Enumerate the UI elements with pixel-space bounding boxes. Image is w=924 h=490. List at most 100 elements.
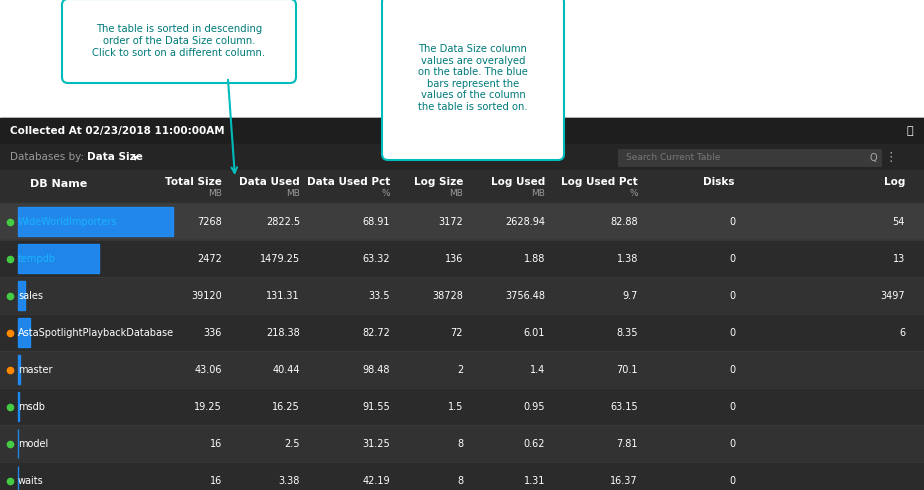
Text: 0: 0 xyxy=(729,291,735,300)
Text: 19.25: 19.25 xyxy=(194,401,222,412)
Text: 136: 136 xyxy=(444,253,463,264)
Text: model: model xyxy=(18,439,48,448)
Text: MB: MB xyxy=(449,189,463,198)
Bar xyxy=(0,314,924,351)
Text: 2.5: 2.5 xyxy=(285,439,300,448)
Text: Log Used Pct: Log Used Pct xyxy=(561,177,638,187)
Text: 82.88: 82.88 xyxy=(611,217,638,226)
Text: msdb: msdb xyxy=(18,401,45,412)
Text: 31.25: 31.25 xyxy=(362,439,390,448)
Text: Databases by:: Databases by: xyxy=(10,152,88,162)
Bar xyxy=(0,144,924,170)
Text: 6.01: 6.01 xyxy=(524,327,545,338)
Text: WideWorldImporters: WideWorldImporters xyxy=(18,217,117,226)
Bar xyxy=(18,244,99,273)
Text: 0: 0 xyxy=(729,217,735,226)
Text: ⤢: ⤢ xyxy=(906,126,913,136)
Text: 0: 0 xyxy=(729,253,735,264)
Bar xyxy=(0,277,924,314)
Text: 70.1: 70.1 xyxy=(616,365,638,374)
Text: 2822.5: 2822.5 xyxy=(266,217,300,226)
Bar xyxy=(0,203,924,240)
Text: 1479.25: 1479.25 xyxy=(260,253,300,264)
Text: 0: 0 xyxy=(729,439,735,448)
Text: Log Size: Log Size xyxy=(414,177,463,187)
Text: 3497: 3497 xyxy=(881,291,905,300)
Text: 8: 8 xyxy=(456,475,463,486)
Text: 13: 13 xyxy=(893,253,905,264)
Text: 3.38: 3.38 xyxy=(279,475,300,486)
Text: 0: 0 xyxy=(729,365,735,374)
Text: 336: 336 xyxy=(203,327,222,338)
Text: DB Name: DB Name xyxy=(30,179,87,189)
Text: 39120: 39120 xyxy=(191,291,222,300)
Text: tempdb: tempdb xyxy=(18,253,56,264)
Text: 2472: 2472 xyxy=(197,253,222,264)
Bar xyxy=(0,0,924,118)
Bar xyxy=(0,118,924,144)
Text: 218.38: 218.38 xyxy=(266,327,300,338)
Text: Log: Log xyxy=(883,177,905,187)
Text: 16: 16 xyxy=(210,439,222,448)
Text: 68.91: 68.91 xyxy=(362,217,390,226)
Text: Q: Q xyxy=(869,152,877,163)
Bar xyxy=(0,351,924,388)
Text: 16: 16 xyxy=(210,475,222,486)
Text: 2628.94: 2628.94 xyxy=(505,217,545,226)
Bar xyxy=(0,118,924,490)
Text: MB: MB xyxy=(286,189,300,198)
Text: %: % xyxy=(629,189,638,198)
Text: 3172: 3172 xyxy=(438,217,463,226)
Text: 131.31: 131.31 xyxy=(266,291,300,300)
FancyBboxPatch shape xyxy=(382,0,564,160)
Text: 3756.48: 3756.48 xyxy=(505,291,545,300)
Text: 38728: 38728 xyxy=(432,291,463,300)
Text: ▾: ▾ xyxy=(133,152,138,162)
Text: 16.25: 16.25 xyxy=(273,401,300,412)
Text: 98.48: 98.48 xyxy=(362,365,390,374)
Text: 8: 8 xyxy=(456,439,463,448)
Text: 33.5: 33.5 xyxy=(369,291,390,300)
Text: Collected At 02/23/2018 11:00:00AM: Collected At 02/23/2018 11:00:00AM xyxy=(10,126,225,136)
Text: 0.62: 0.62 xyxy=(524,439,545,448)
Text: MB: MB xyxy=(208,189,222,198)
Bar xyxy=(0,425,924,462)
Text: 72: 72 xyxy=(451,327,463,338)
Text: Data Used: Data Used xyxy=(239,177,300,187)
Text: 1.38: 1.38 xyxy=(616,253,638,264)
Text: 0: 0 xyxy=(729,475,735,486)
Text: 91.55: 91.55 xyxy=(362,401,390,412)
Text: 63.15: 63.15 xyxy=(611,401,638,412)
Text: 40.44: 40.44 xyxy=(273,365,300,374)
Text: The table is sorted in descending
order of the Data Size column.
Click to sort o: The table is sorted in descending order … xyxy=(92,24,265,58)
Text: 54: 54 xyxy=(893,217,905,226)
Text: Disks: Disks xyxy=(703,177,735,187)
Text: Data Used Pct: Data Used Pct xyxy=(307,177,390,187)
Bar xyxy=(0,462,924,490)
Text: 7.81: 7.81 xyxy=(616,439,638,448)
Text: 8.35: 8.35 xyxy=(616,327,638,338)
Text: 1.5: 1.5 xyxy=(447,401,463,412)
Bar xyxy=(0,170,924,203)
Bar xyxy=(618,149,881,166)
Text: MB: MB xyxy=(531,189,545,198)
Text: 1.4: 1.4 xyxy=(529,365,545,374)
Text: Search Current Table: Search Current Table xyxy=(626,153,721,162)
Text: sales: sales xyxy=(18,291,43,300)
Text: master: master xyxy=(18,365,53,374)
Text: 0: 0 xyxy=(729,401,735,412)
Text: ⋮: ⋮ xyxy=(885,151,897,164)
Text: 6: 6 xyxy=(899,327,905,338)
Text: 0: 0 xyxy=(729,327,735,338)
Text: The Data Size column
values are overalyed
on the table. The blue
bars represent : The Data Size column values are overalye… xyxy=(418,44,528,112)
Text: waits: waits xyxy=(18,475,43,486)
Text: Log Used: Log Used xyxy=(491,177,545,187)
Bar xyxy=(18,281,25,310)
Text: 42.19: 42.19 xyxy=(362,475,390,486)
Bar xyxy=(18,207,173,236)
Text: 63.32: 63.32 xyxy=(362,253,390,264)
Text: 1.88: 1.88 xyxy=(524,253,545,264)
Bar xyxy=(18,318,30,347)
Text: 7268: 7268 xyxy=(197,217,222,226)
Text: Data Size: Data Size xyxy=(87,152,143,162)
